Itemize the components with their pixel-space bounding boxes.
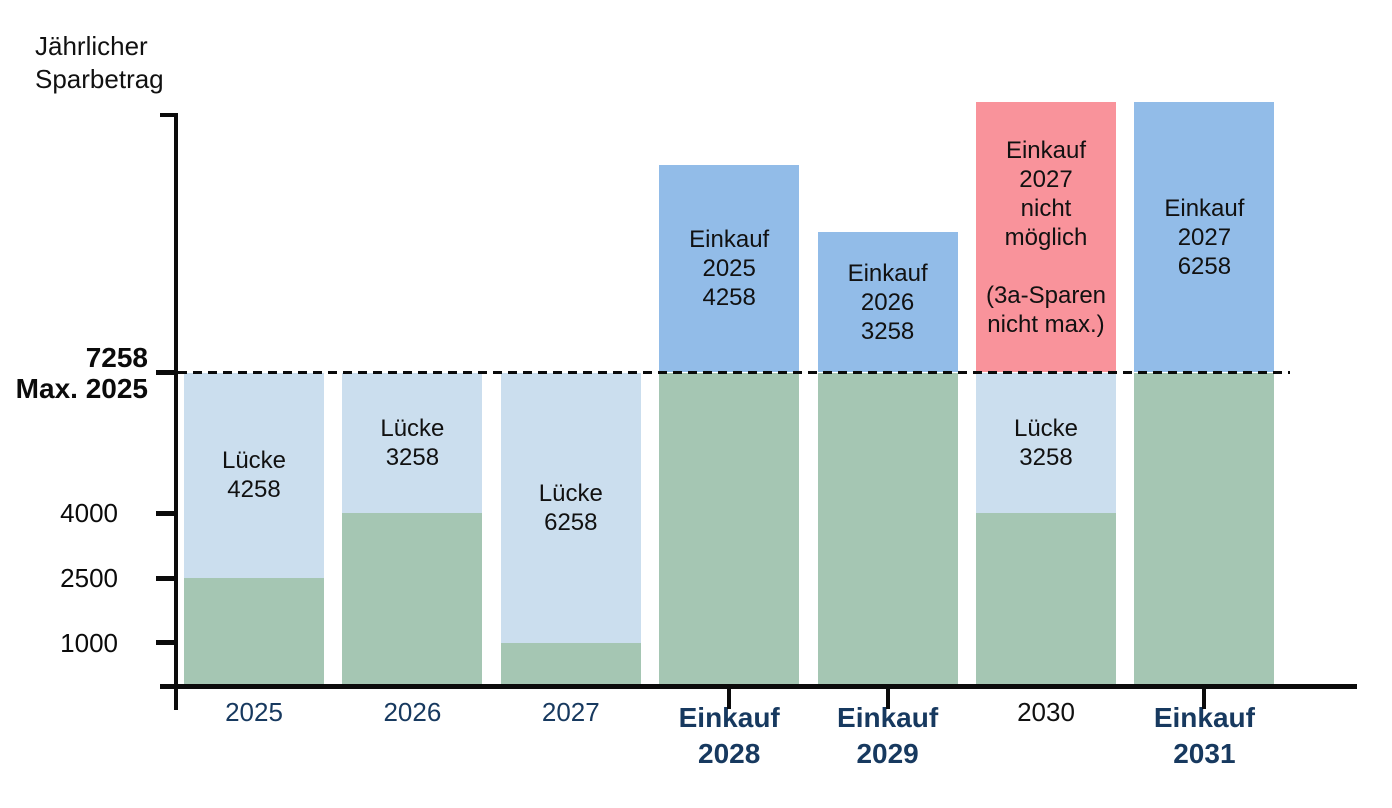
- x-tick-bar-4: [727, 689, 732, 709]
- y-tick-label-1000: 1000: [60, 627, 118, 658]
- bar-1-segment-label: Lücke 4258: [221, 447, 287, 504]
- bar-3-segment-label: Lücke 6258: [538, 479, 603, 536]
- bar-1-segment-lightblue: [184, 372, 324, 579]
- bar-7-segment-green: [1134, 372, 1275, 686]
- x-axis-label-einkauf-2028: Einkauf 2028: [678, 702, 780, 769]
- x-tick-bar-5: [885, 689, 890, 709]
- x-axis-label-2025: 2025: [225, 697, 283, 727]
- bar-6-segment-label: Einkauf 2027 nicht möglich (3a-Sparen ni…: [985, 136, 1107, 338]
- x-tick-bar-7: [1202, 689, 1207, 709]
- x-axis-line: [160, 684, 1357, 689]
- bar-7-segment-blue: [1134, 102, 1275, 373]
- y-tick-label-7258: 7258 Max. 2025: [15, 341, 148, 404]
- y-axis-top-tick: [160, 113, 178, 117]
- y-axis-line: [174, 113, 178, 710]
- x-axis-label-einkauf-2031: Einkauf 2031: [1153, 702, 1255, 769]
- bar-1-segment-green: [184, 578, 324, 686]
- bar-5-segment-blue: [817, 231, 958, 373]
- bar-4-segment-label: Einkauf 2025 4258: [689, 226, 770, 312]
- bar-7-segment-label: Einkauf 2027 6258: [1164, 194, 1245, 280]
- bar-5-segment-green: [817, 372, 958, 686]
- y-axis-title: Jährlicher Sparbetrag: [35, 31, 164, 94]
- bar-6-segment-lightblue: [976, 372, 1116, 514]
- x-axis-label-2030: 2030: [1017, 697, 1075, 727]
- bar-4-segment-blue: [659, 165, 800, 373]
- bar-2-segment-lightblue: [342, 372, 483, 514]
- max-2025-dashed-line: [178, 371, 1290, 374]
- bar-3-segment-lightblue: [500, 372, 641, 643]
- bar-6-segment-red: [976, 102, 1116, 373]
- bar-6-segment-green: [976, 513, 1116, 686]
- y-tick-2500: [156, 575, 174, 581]
- y-tick-1000: [156, 640, 174, 646]
- bar-5-segment-label: Einkauf 2026 3258: [847, 259, 928, 345]
- y-axis-bottom-stub: [174, 689, 178, 710]
- bar-2-segment-label: Lücke 3258: [380, 414, 445, 471]
- bar-6-segment-label: Lücke 3258: [1013, 414, 1079, 471]
- y-tick-7258: [156, 370, 174, 375]
- x-axis-label-2027: 2027: [541, 697, 600, 727]
- y-tick-label-4000: 4000: [60, 498, 118, 529]
- y-tick-4000: [156, 510, 174, 516]
- bar-4-segment-green: [659, 372, 800, 686]
- bar-3-segment-green: [500, 642, 641, 686]
- x-axis-label-einkauf-2029: Einkauf 2029: [837, 702, 939, 769]
- bar-2-segment-green: [342, 513, 483, 686]
- x-axis-label-2026: 2026: [383, 697, 442, 727]
- y-tick-label-2500: 2500: [60, 563, 118, 594]
